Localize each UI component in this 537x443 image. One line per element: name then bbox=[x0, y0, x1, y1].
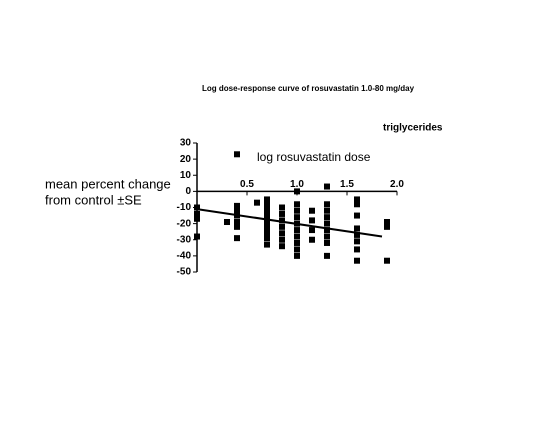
point bbox=[279, 236, 285, 243]
point bbox=[324, 214, 330, 221]
y-tick-label: -30 bbox=[177, 234, 192, 245]
point bbox=[384, 219, 390, 226]
point bbox=[264, 201, 270, 208]
point bbox=[234, 202, 240, 209]
point bbox=[354, 238, 360, 245]
y-tick-label: 30 bbox=[180, 138, 192, 149]
point bbox=[194, 210, 200, 217]
point bbox=[234, 223, 240, 230]
point bbox=[294, 227, 300, 234]
point bbox=[279, 217, 285, 224]
chart-title: Log dose-response curve of rosuvastatin … bbox=[202, 84, 415, 93]
point bbox=[264, 241, 270, 248]
point bbox=[264, 220, 270, 227]
point bbox=[324, 252, 330, 259]
point bbox=[224, 219, 230, 226]
y-tick-label: -50 bbox=[177, 267, 192, 278]
point bbox=[354, 196, 360, 203]
point bbox=[264, 235, 270, 242]
point bbox=[264, 196, 270, 203]
point bbox=[234, 235, 240, 242]
x-tick-label: 0.5 bbox=[240, 179, 254, 190]
annotation: triglycerides bbox=[383, 123, 443, 134]
point bbox=[324, 183, 330, 190]
point bbox=[324, 227, 330, 234]
point bbox=[254, 199, 260, 206]
point bbox=[294, 207, 300, 214]
point bbox=[294, 239, 300, 246]
point bbox=[279, 230, 285, 237]
x-tick-label: 1.0 bbox=[290, 179, 304, 190]
point bbox=[294, 233, 300, 240]
x-axis-label: log rosuvastatin dose bbox=[257, 150, 371, 164]
point bbox=[264, 230, 270, 237]
point bbox=[309, 236, 315, 243]
point bbox=[294, 201, 300, 208]
y-tick-label: -10 bbox=[177, 202, 192, 213]
y-axis-label: mean percent change bbox=[45, 176, 171, 191]
point bbox=[324, 220, 330, 227]
y-tick-label: -20 bbox=[177, 218, 192, 229]
point bbox=[309, 217, 315, 224]
point bbox=[234, 151, 240, 158]
point bbox=[294, 246, 300, 253]
point bbox=[354, 212, 360, 219]
point bbox=[354, 257, 360, 264]
y-tick-label: 0 bbox=[185, 186, 191, 197]
point bbox=[264, 206, 270, 213]
point bbox=[294, 252, 300, 259]
trend-line bbox=[196, 208, 383, 238]
point bbox=[309, 207, 315, 214]
point bbox=[294, 188, 300, 195]
point bbox=[234, 219, 240, 226]
point bbox=[279, 210, 285, 217]
x-tick-label: 1.5 bbox=[340, 179, 354, 190]
point bbox=[294, 214, 300, 221]
point bbox=[354, 246, 360, 253]
y-tick-label: 20 bbox=[180, 154, 192, 165]
point bbox=[324, 207, 330, 214]
point bbox=[234, 207, 240, 214]
point bbox=[279, 223, 285, 230]
point bbox=[384, 257, 390, 264]
point bbox=[354, 225, 360, 232]
point bbox=[264, 225, 270, 232]
point bbox=[384, 223, 390, 230]
point bbox=[324, 239, 330, 246]
point bbox=[309, 227, 315, 234]
point bbox=[264, 210, 270, 217]
point bbox=[324, 201, 330, 208]
y-tick-label: -40 bbox=[177, 251, 192, 262]
point bbox=[354, 201, 360, 208]
point bbox=[279, 243, 285, 250]
point bbox=[279, 204, 285, 211]
x-tick-label: 2.0 bbox=[390, 179, 404, 190]
y-tick-label: 10 bbox=[180, 170, 192, 181]
point bbox=[354, 231, 360, 238]
point bbox=[194, 233, 200, 240]
point bbox=[194, 215, 200, 222]
point bbox=[324, 233, 330, 240]
point bbox=[194, 204, 200, 211]
y-axis-label: from control ±SE bbox=[45, 192, 142, 207]
